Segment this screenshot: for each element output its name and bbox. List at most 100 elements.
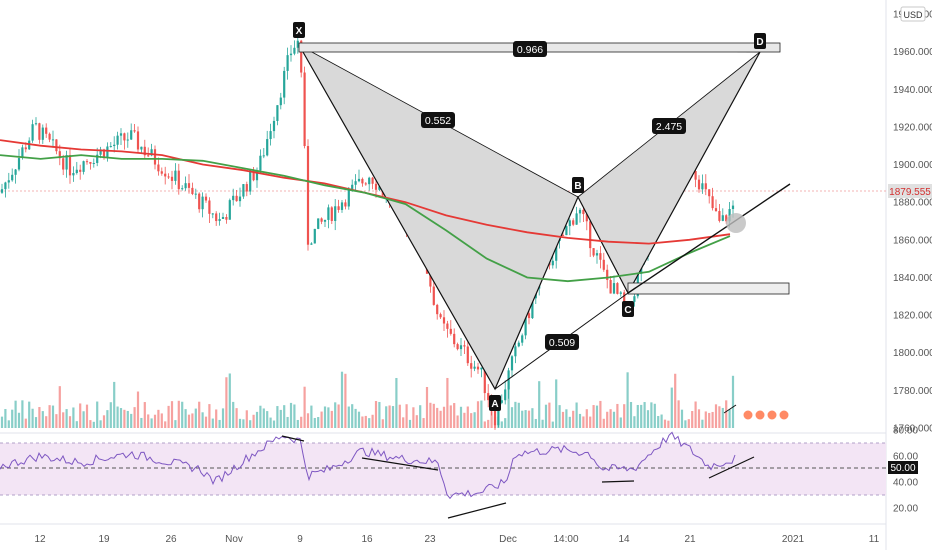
volume-bar <box>721 407 724 428</box>
volume-bar <box>126 410 129 428</box>
volume-bar <box>446 377 449 428</box>
volume-bar <box>677 400 680 428</box>
rsi-current-text: 50.00 <box>890 463 915 474</box>
candle-body <box>453 333 456 345</box>
volume-bar <box>238 418 242 428</box>
candle-body <box>113 144 116 147</box>
volume-bar <box>473 412 476 428</box>
trend-line[interactable] <box>627 183 791 294</box>
candle-body <box>296 40 299 48</box>
volume-bar <box>7 420 10 428</box>
svg-text:0.552: 0.552 <box>425 115 451 127</box>
volume-bar <box>725 400 728 428</box>
volume-bar <box>402 417 405 428</box>
volume-bar <box>643 402 646 428</box>
candle-body <box>480 367 483 370</box>
time-tick-label: 11 <box>869 534 880 545</box>
time-axis[interactable]: 12 19 26 Nov 9 16 23 Dec 14:00 14 21 2021 11 <box>34 534 879 545</box>
candle-body <box>116 135 119 145</box>
candle-body <box>245 184 248 192</box>
rsi-line <box>0 431 736 500</box>
volume-bar <box>650 402 653 428</box>
volume-bar <box>269 417 272 428</box>
volume-bar <box>646 410 650 428</box>
volume-bar <box>82 411 85 428</box>
candle-body <box>167 176 170 178</box>
candle-body <box>55 139 58 152</box>
volume-bar <box>337 404 340 428</box>
candle-body <box>323 219 327 222</box>
volume-bar <box>555 379 558 428</box>
rsi-axis[interactable]: 20.00 40.00 60.00 80.00 <box>893 426 918 515</box>
volume-bar <box>45 416 48 428</box>
volume-bar <box>391 406 395 428</box>
price-tick-label: 1940.000 <box>893 85 932 96</box>
event-icons[interactable] <box>723 404 790 421</box>
candle-body <box>368 177 371 185</box>
volume-bar <box>259 405 262 428</box>
volume-bar <box>541 419 544 428</box>
volume-bar <box>327 407 330 428</box>
volume-bar <box>612 411 616 428</box>
volume-bar <box>565 409 568 428</box>
volume-bar <box>708 412 711 428</box>
volume-bar <box>619 417 622 428</box>
candle-body <box>279 97 282 106</box>
candle-body <box>578 209 582 214</box>
candle-body <box>697 179 701 190</box>
candle-body <box>276 105 279 121</box>
candle-body <box>181 188 184 190</box>
candle-body <box>51 139 55 141</box>
volume-bar <box>606 411 609 428</box>
volume-bar <box>674 373 677 428</box>
price-tick-label: 1900.000 <box>893 160 932 171</box>
volume-bar <box>242 419 245 428</box>
volume-bar <box>92 421 95 428</box>
candle-body <box>164 173 167 177</box>
candle-body <box>225 217 228 220</box>
candle-body <box>572 220 575 225</box>
candle-body <box>238 196 242 202</box>
candle-body <box>89 161 92 164</box>
volume-bar <box>368 418 371 428</box>
volume-bar <box>41 411 44 428</box>
time-tick-label: 21 <box>684 534 696 545</box>
ratio-label-xad: 0.966 <box>513 41 547 57</box>
candle-body <box>371 177 374 184</box>
time-tick-label: Dec <box>499 534 517 545</box>
candle-body <box>289 53 293 56</box>
candle-body <box>99 149 102 155</box>
candle-body <box>232 195 235 201</box>
candle-body <box>21 147 24 159</box>
candle-body <box>24 147 27 150</box>
time-tick-label: 9 <box>297 534 303 545</box>
candle-body <box>123 133 126 141</box>
c-zone-box[interactable] <box>627 282 790 295</box>
candle-body <box>221 217 225 219</box>
volume-bar <box>657 416 660 428</box>
volume-bar <box>514 401 517 428</box>
volume-bar <box>232 401 235 428</box>
candle-body <box>432 286 435 305</box>
volume-bar <box>167 405 170 428</box>
volume-bar <box>116 406 119 428</box>
currency-badge[interactable]: USD <box>900 6 926 22</box>
candle-body <box>517 342 520 347</box>
svg-text:2.475: 2.475 <box>656 121 682 133</box>
volume-bar <box>276 406 279 428</box>
volume-bar <box>334 402 337 428</box>
rsi-divergence-2 <box>361 457 439 471</box>
candle-body <box>351 184 354 190</box>
volume-bar <box>119 408 123 428</box>
volume-bar <box>340 371 344 428</box>
candle-body <box>79 169 82 172</box>
candle-body <box>619 292 622 294</box>
candle-body <box>65 155 68 170</box>
rsi-tick-label: 80.00 <box>893 426 918 437</box>
candle-body <box>500 400 503 403</box>
time-tick-label: 14:00 <box>553 534 578 545</box>
currency-badge-text: USD <box>903 10 923 20</box>
candle-body <box>514 346 517 357</box>
price-tick-label: 1880.000 <box>893 198 932 209</box>
